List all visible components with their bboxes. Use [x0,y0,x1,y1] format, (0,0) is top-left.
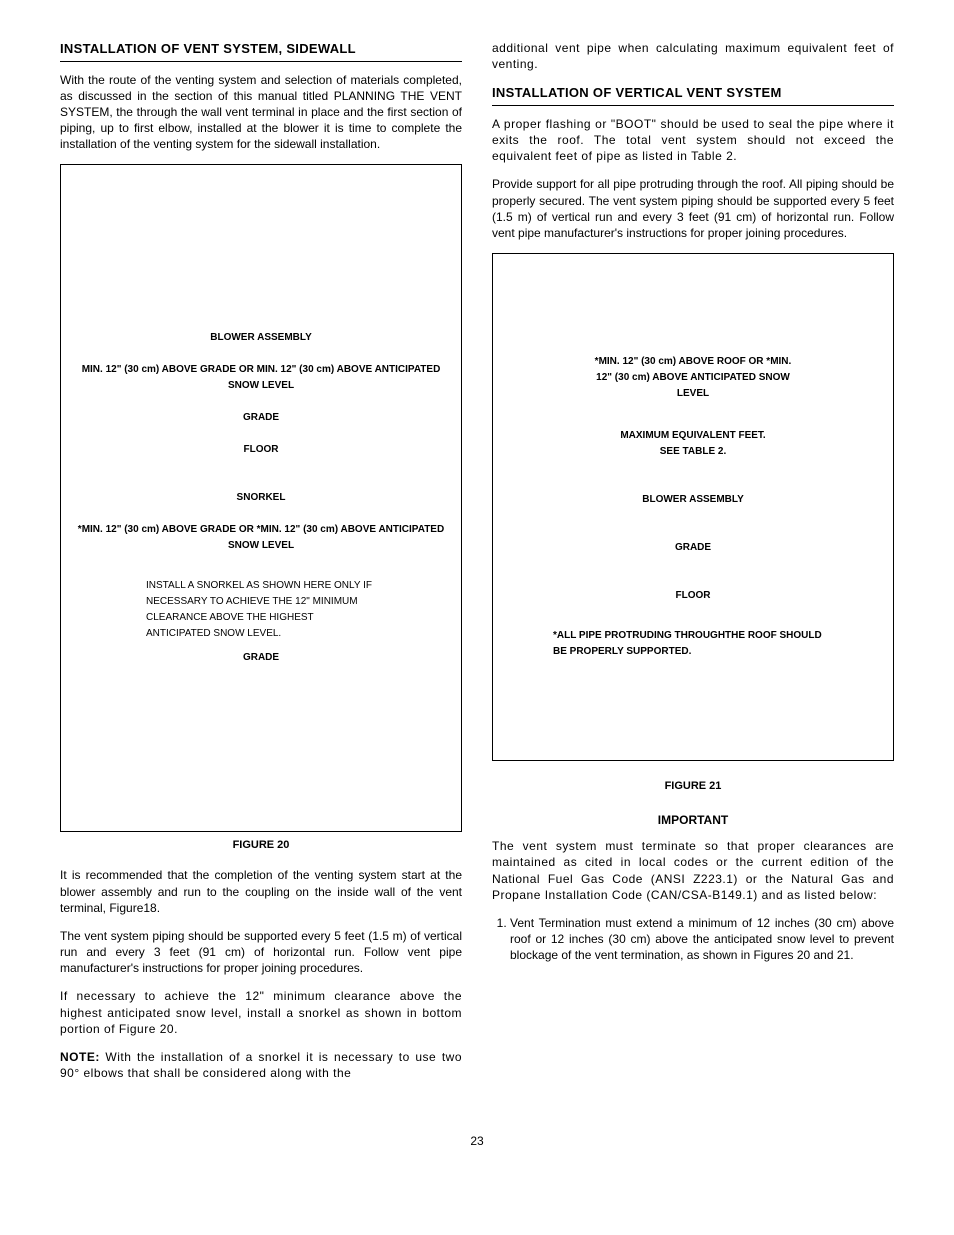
list-item-1: Vent Termination must extend a minimum o… [510,915,894,964]
right-heading: INSTALLATION OF VERTICAL VENT SYSTEM [492,84,894,106]
right-p1: A proper flashing or "BOOT" should be us… [492,116,894,165]
fig20-grade: GRADE [69,410,453,426]
right-continuation: additional vent pipe when calculating ma… [492,40,894,72]
fig20-snorkel-min: *MIN. 12" (30 cm) ABOVE GRADE OR *MIN. 1… [69,522,453,554]
figure-20-diagram: BLOWER ASSEMBLY MIN. 12" (30 cm) ABOVE G… [60,164,462,832]
left-column: INSTALLATION OF VENT SYSTEM, SIDEWALL Wi… [60,40,462,1093]
important-heading: IMPORTANT [492,812,894,828]
fig21-max-equiv: MAXIMUM EQUIVALENT FEET. SEE TABLE 2. [613,428,773,460]
right-p2: Provide support for all pipe protruding … [492,176,894,241]
left-heading: INSTALLATION OF VENT SYSTEM, SIDEWALL [60,40,462,62]
fig20-grade2: GRADE [69,650,453,666]
left-p1: It is recommended that the completion of… [60,867,462,916]
fig21-grade: GRADE [501,540,885,556]
fig20-snorkel-note: INSTALL A SNORKEL AS SHOWN HERE ONLY IF … [146,578,376,642]
left-p2: The vent system piping should be support… [60,928,462,977]
fig20-min: MIN. 12" (30 cm) ABOVE GRADE OR MIN. 12"… [69,362,453,394]
note-label: NOTE: [60,1050,100,1064]
left-p3: If necessary to achieve the 12" minimum … [60,988,462,1037]
note-text: With the installation of a snorkel it is… [60,1050,462,1080]
fig20-floor: FLOOR [69,442,453,458]
fig21-floor: FLOOR [501,588,885,604]
important-list: Vent Termination must extend a minimum o… [492,915,894,964]
figure-21-caption: FIGURE 21 [492,779,894,794]
figure-21-diagram: *MIN. 12" (30 cm) ABOVE ROOF OR *MIN. 12… [492,253,894,761]
left-intro: With the route of the venting system and… [60,72,462,153]
fig21-footnote: *ALL PIPE PROTRUDING THROUGHTHE ROOF SHO… [553,628,833,660]
page-number: 23 [60,1133,894,1149]
figure-20-caption: FIGURE 20 [60,838,462,853]
fig21-above-roof: *MIN. 12" (30 cm) ABOVE ROOF OR *MIN. 12… [593,354,793,402]
fig20-snorkel: SNORKEL [69,490,453,506]
important-paragraph: The vent system must terminate so that p… [492,838,894,903]
fig20-blower: BLOWER ASSEMBLY [69,330,453,346]
right-column: additional vent pipe when calculating ma… [492,40,894,1093]
page-columns: INSTALLATION OF VENT SYSTEM, SIDEWALL Wi… [60,40,894,1093]
left-note: NOTE: With the installation of a snorkel… [60,1049,462,1081]
fig21-blower: BLOWER ASSEMBLY [501,492,885,508]
